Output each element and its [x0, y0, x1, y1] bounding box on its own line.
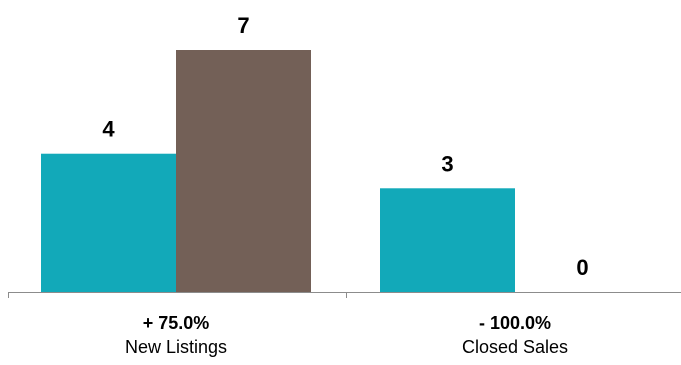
data-label: 4	[102, 117, 115, 142]
category-change-label: - 100.0%	[479, 313, 551, 333]
category-change-label: + 75.0%	[143, 313, 210, 333]
x-axis: + 75.0% New Listings - 100.0% Closed Sales	[8, 292, 681, 357]
bar-new-listings-series-2	[176, 50, 311, 292]
bars-layer	[41, 50, 515, 292]
data-label: 3	[441, 151, 453, 176]
data-labels-layer: 4 3 7 0	[102, 13, 588, 280]
category-label: Closed Sales	[462, 337, 568, 357]
bar-closed-sales-series-1	[380, 188, 515, 292]
bar-new-listings-series-1	[41, 153, 176, 292]
data-label: 0	[576, 255, 588, 280]
data-label: 7	[237, 13, 249, 38]
category-label: New Listings	[125, 337, 227, 357]
